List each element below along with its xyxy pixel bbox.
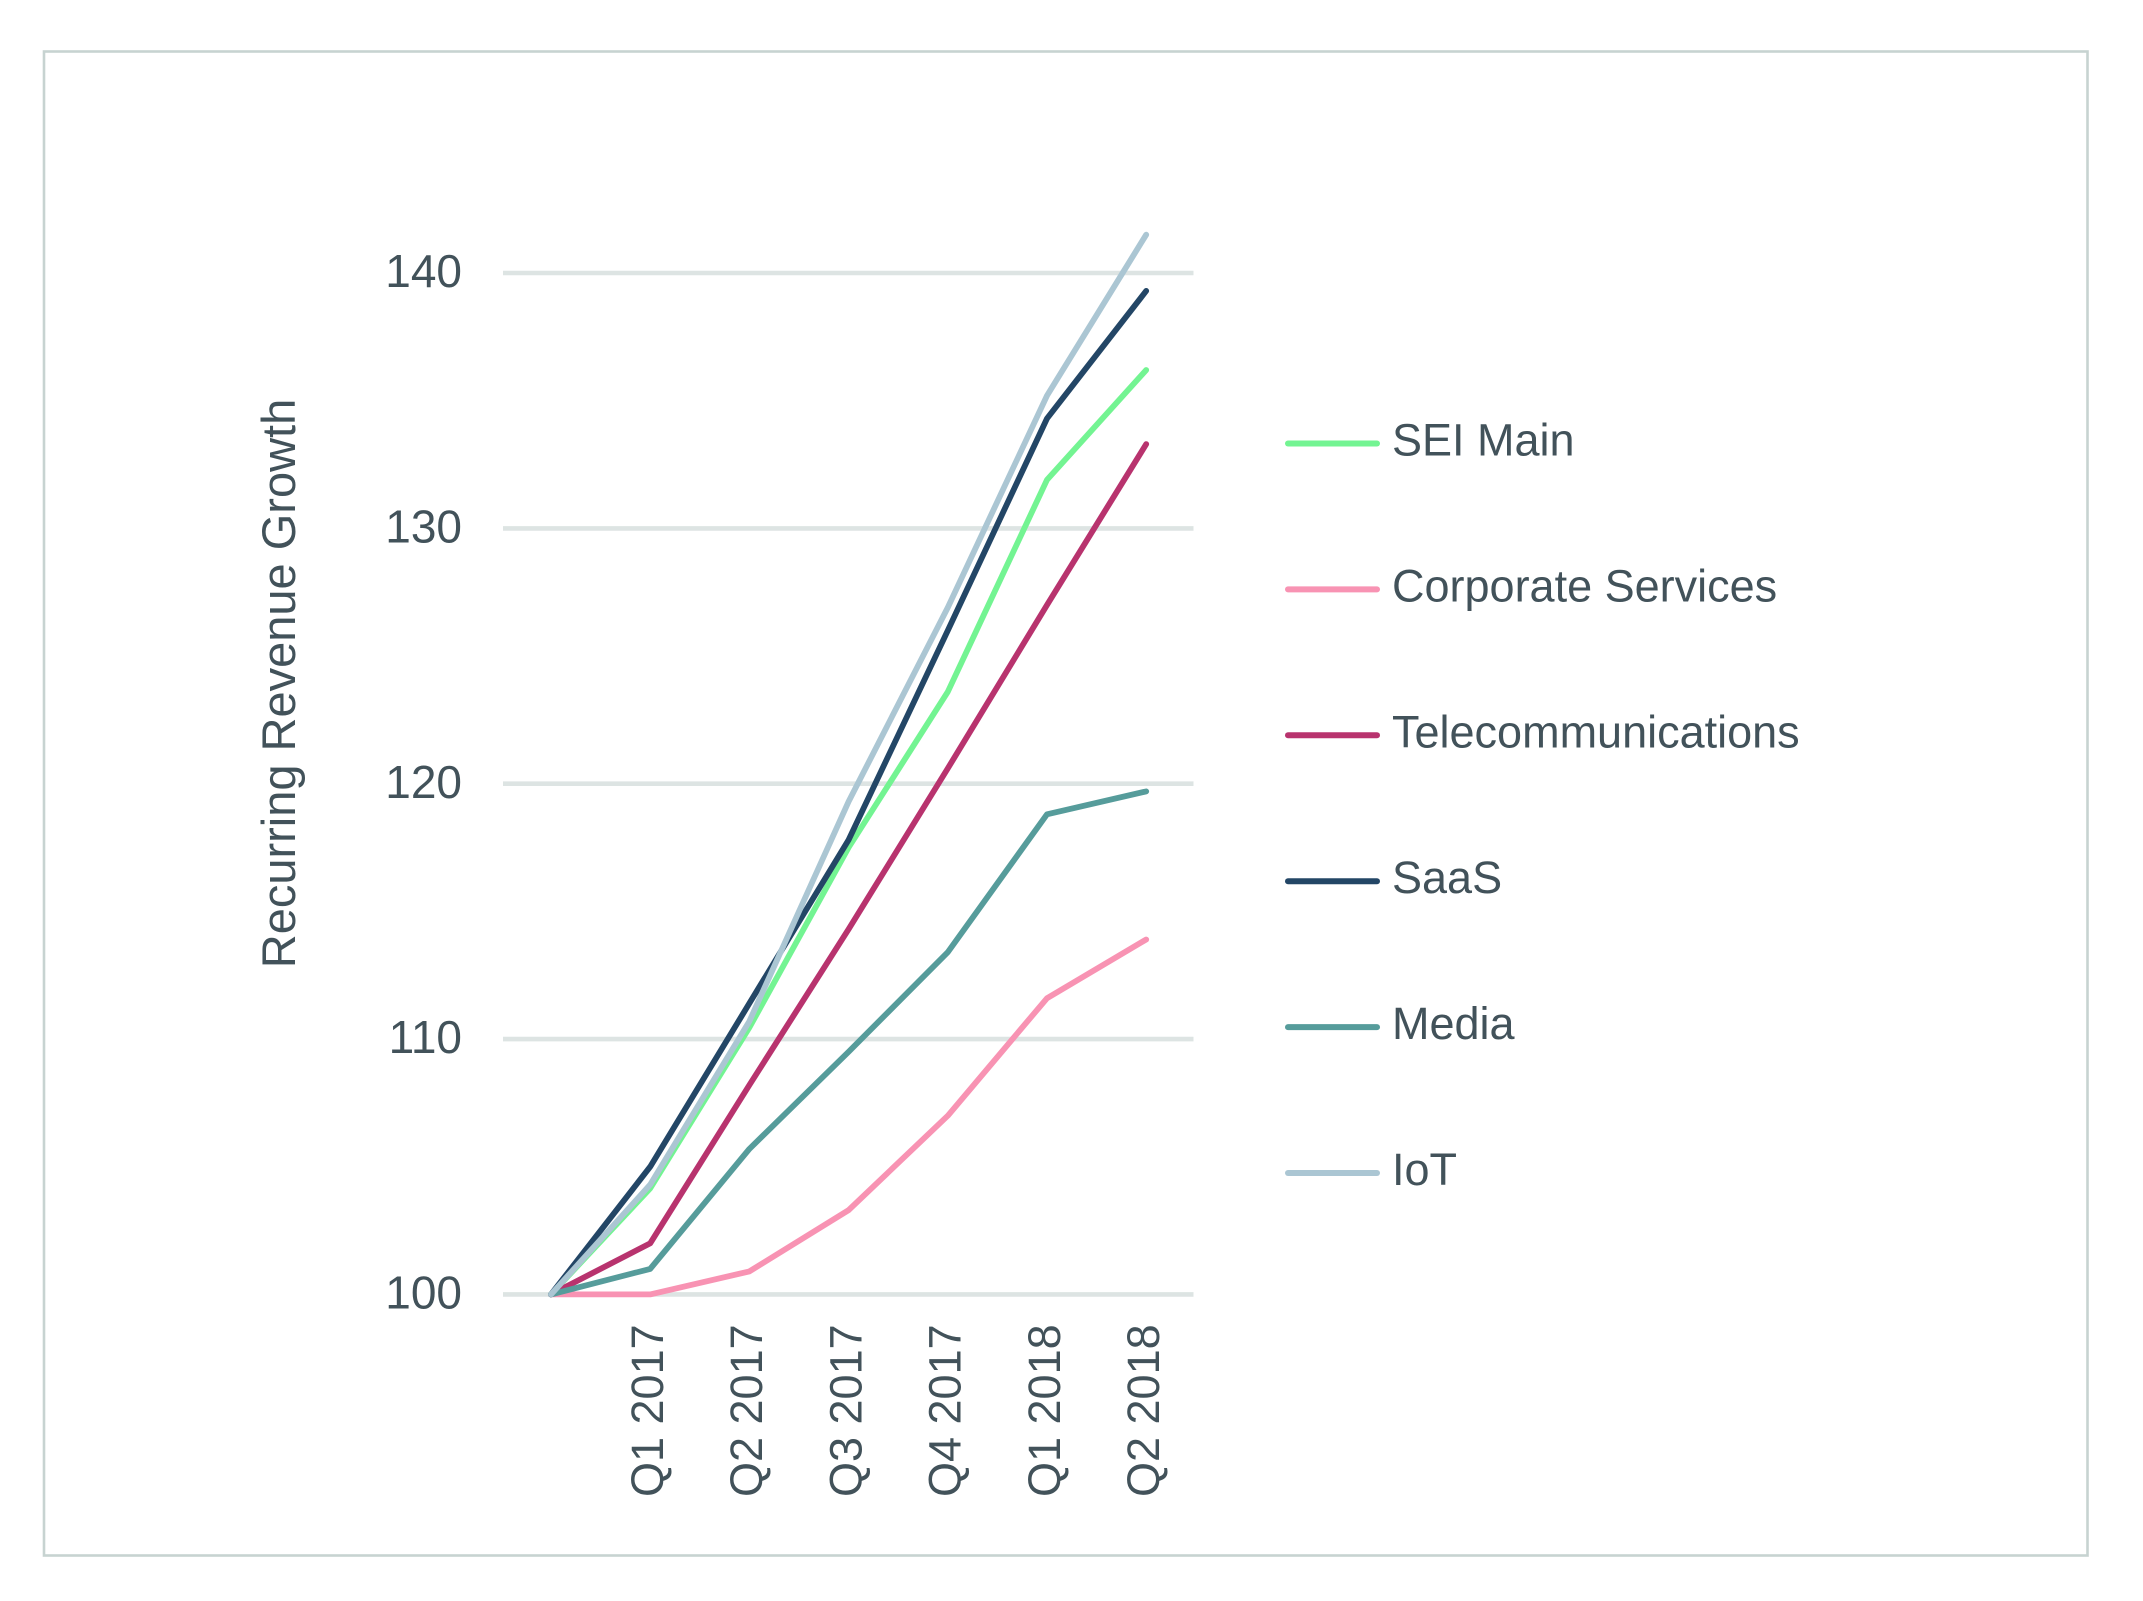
svg-text:Media: Media (1392, 998, 1516, 1049)
svg-text:Q2 2018: Q2 2018 (1118, 1324, 1169, 1497)
svg-text:Q4 2017: Q4 2017 (920, 1324, 971, 1497)
svg-text:SaaS: SaaS (1392, 852, 1502, 903)
svg-text:IoT: IoT (1392, 1144, 1457, 1195)
svg-text:140: 140 (385, 245, 462, 297)
svg-text:130: 130 (385, 501, 462, 553)
svg-text:Recurring Revenue Growth: Recurring Revenue Growth (252, 399, 305, 969)
svg-text:SEI Main: SEI Main (1392, 415, 1575, 466)
svg-text:120: 120 (385, 756, 462, 808)
svg-text:110: 110 (389, 1011, 462, 1063)
svg-text:Q3 2017: Q3 2017 (820, 1324, 871, 1497)
svg-text:100: 100 (385, 1267, 462, 1319)
svg-text:Telecommunications: Telecommunications (1392, 706, 1800, 757)
svg-text:Corporate Services: Corporate Services (1392, 560, 1777, 611)
svg-text:Q1 2017: Q1 2017 (622, 1324, 673, 1497)
svg-text:Q1 2018: Q1 2018 (1019, 1324, 1070, 1497)
svg-text:Q2 2017: Q2 2017 (721, 1324, 772, 1497)
